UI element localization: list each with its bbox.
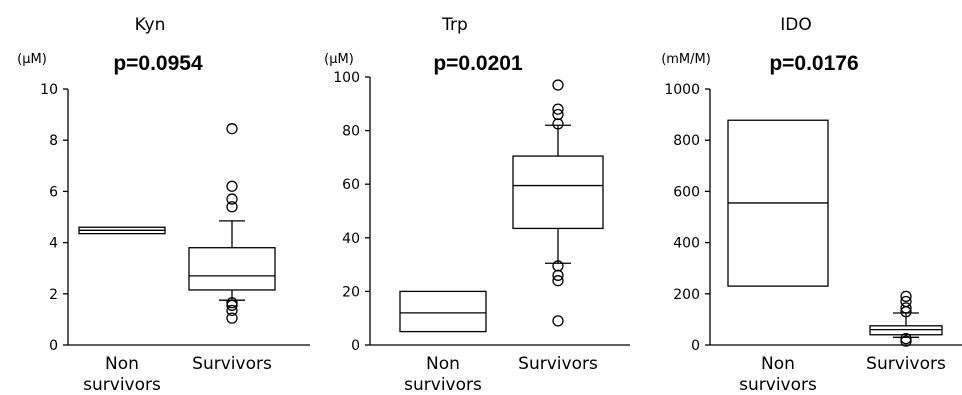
outlier-point [552,108,564,121]
category-label: survivors [739,375,817,395]
y-tick-label: 2 [49,287,58,303]
y-tick-label: 0 [49,338,58,354]
panel-title: Trp [441,15,468,35]
y-tick-label: 0 [351,338,360,354]
unit-label: (mM/M) [661,52,711,67]
p-value: p=0.0176 [769,52,858,75]
outlier-point [552,315,564,327]
category-label: survivors [404,375,482,395]
y-tick-label: 4 [49,236,58,252]
outlier-point [226,193,238,205]
box-survivors [512,79,604,327]
box-survivors [869,290,943,347]
box-non-survivors [727,119,829,287]
y-tick-label: 10 [40,82,58,98]
y-tick-label: 60 [342,177,360,193]
y-tick-label: 1000 [664,82,700,98]
outlier-point [552,79,564,91]
category-label: survivors [83,375,161,395]
y-tick-label: 800 [673,133,700,149]
category-label: Non [105,354,139,374]
category-label: Survivors [518,354,598,374]
category-label: Non [761,354,795,374]
y-tick-label: 0 [691,338,700,354]
y-tick-label: 20 [342,284,360,300]
box-iqr [188,247,276,291]
p-value: p=0.0954 [113,52,203,75]
outlier-point [226,123,238,135]
category-label: Survivors [866,354,946,374]
box-non-survivors [399,290,487,333]
category-label: Non [426,354,460,374]
y-tick-label: 400 [673,236,700,252]
box-iqr [399,290,487,333]
y-tick-label: 200 [673,287,700,303]
y-tick-label: 80 [342,124,360,140]
outlier-point [226,297,238,309]
y-tick-label: 100 [333,70,360,86]
outlier-point [552,275,564,287]
panel-title: IDO [780,15,812,35]
y-tick-label: 600 [673,184,700,200]
panel-title: Kyn [135,15,166,35]
y-tick-label: 8 [49,133,58,149]
outlier-point [900,295,912,308]
unit-label: (μM) [324,52,354,67]
outlier-point [552,260,564,272]
y-tick-label: 40 [342,231,360,247]
outlier-point [226,180,238,192]
outlier-point [226,312,238,324]
outlier-point [226,304,238,317]
outlier-point [900,332,912,345]
panel-ido: IDO (mM/M) p=0.0176 0 200 400 600 800 1000 Nonsur… [661,15,962,395]
box-iqr [512,155,604,230]
outlier-point [552,103,564,115]
outlier-point [226,201,238,213]
category-label: Survivors [192,354,272,374]
p-value: p=0.0201 [433,52,523,75]
box-non-survivors [78,226,166,235]
outlier-point [900,302,912,314]
box-survivors [188,123,276,324]
unit-label: (μM) [17,52,47,67]
outlier-point [900,290,912,303]
y-tick-label: 6 [49,184,58,200]
